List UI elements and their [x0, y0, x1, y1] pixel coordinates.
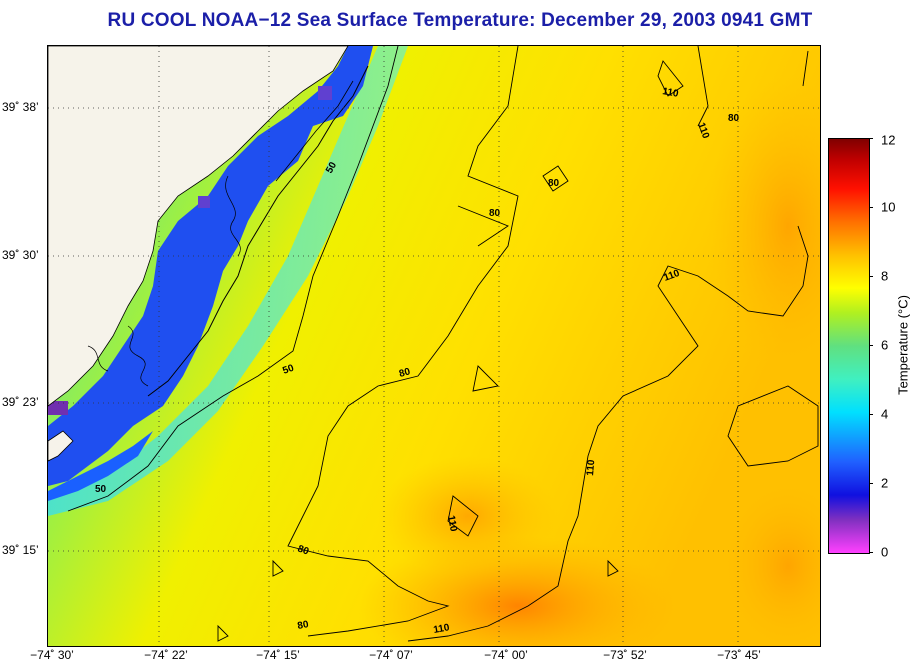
contour-label: 80: [297, 619, 310, 632]
contour-labels: 50 50 50 80 80 80 80 80 110 110 110 110 …: [95, 86, 740, 636]
contour-110-loop-east: [727, 385, 819, 467]
contour-small-loop: [217, 624, 229, 642]
colorbar-tick-label: 6: [881, 337, 889, 353]
colorbar-tick-mark: [869, 207, 873, 208]
warm-region-east: [708, 76, 820, 376]
contour-50: [67, 46, 399, 512]
contour-small-loop: [607, 559, 619, 577]
contour-label: 110: [445, 515, 459, 533]
colorbar-tick-mark: [869, 414, 873, 415]
warm-region-southeast: [718, 476, 820, 646]
bay-shoreline: [87, 345, 109, 372]
contour-label: 80: [489, 208, 501, 219]
land-fragment: [48, 430, 74, 462]
contours: [67, 46, 819, 642]
colorbar-tick-label: 2: [881, 475, 889, 491]
contour-label: 80: [296, 543, 311, 557]
barrier-island-line: [147, 65, 369, 397]
lon-label: −74˚ 15’: [256, 648, 300, 662]
barrier-island-inner: [275, 80, 354, 182]
lat-label: 39˚ 23’: [2, 395, 39, 409]
contour-110-loop: [657, 60, 684, 97]
lat-label: 39˚ 30’: [2, 248, 39, 262]
lon-label: −74˚ 22’: [144, 648, 188, 662]
colorbar-tick-label: 8: [881, 268, 889, 284]
contour-label: 80: [728, 113, 740, 124]
cold-water-nearshore: [48, 46, 373, 486]
lon-label: −73˚ 45’: [717, 648, 761, 662]
land-new-jersey: [48, 46, 349, 407]
sst-map-canvas: 50 50 50 80 80 80 80 80 110 110 110 110 …: [48, 46, 820, 646]
contour-label: 80: [398, 366, 412, 380]
bay-shoreline: [127, 325, 149, 387]
graticule: [48, 46, 820, 646]
colorbar-tick-label: 10: [881, 199, 896, 215]
bay-shoreline: [225, 175, 241, 257]
sst-map: 50 50 50 80 80 80 80 80 110 110 110 110 …: [47, 45, 821, 647]
contour-110-edge: [802, 50, 809, 87]
colorbar-tick-label: 4: [881, 406, 889, 422]
contour-label: 50: [324, 160, 339, 176]
contour-80-loop: [472, 365, 499, 392]
colorbar-tick-mark: [869, 138, 873, 139]
colorbar-tick-label: 12: [881, 132, 896, 148]
cold-pixel: [48, 401, 68, 415]
contour-label: 110: [585, 459, 597, 476]
cold-water-south: [48, 431, 153, 501]
contour-label: 50: [95, 484, 107, 495]
contour-80-small: [457, 205, 509, 247]
contour-label: 110: [695, 121, 711, 140]
colorbar-tick-mark: [869, 483, 873, 484]
colorbar-title: Temperature (°C): [895, 295, 911, 395]
cold-pixel: [198, 196, 210, 208]
contour-label: 50: [281, 363, 296, 377]
contour-small-loop: [272, 559, 284, 577]
contour-80: [287, 46, 519, 637]
temperature-colorbar: [828, 138, 870, 554]
cold-pixel: [318, 86, 332, 100]
lon-label: −74˚ 07’: [369, 648, 413, 662]
contour-label: 110: [661, 86, 679, 100]
lat-label: 39˚ 38’: [2, 100, 39, 114]
colorbar-tick-label: 0: [881, 544, 889, 560]
map-title: RU COOL NOAA−12 Sea Surface Temperature:…: [107, 10, 813, 31]
colorbar-tick-mark: [869, 276, 873, 277]
lon-label: −74˚ 00’: [484, 648, 528, 662]
contour-110-loop-small: [447, 495, 479, 537]
contour-label: 110: [662, 268, 681, 284]
colorbar-tick-mark: [869, 552, 873, 553]
contour-110-main: [407, 225, 809, 642]
warm-region-central: [378, 456, 558, 576]
colorbar-tick-mark: [869, 345, 873, 346]
coastal-cool-band: [48, 46, 408, 646]
contour-80-loop: [542, 165, 569, 192]
contour-label: 110: [433, 622, 451, 636]
lon-label: −73˚ 52’: [603, 648, 647, 662]
contour-110: [697, 46, 709, 127]
contour-label: 80: [548, 178, 560, 189]
lat-label: 39˚ 15’: [2, 543, 39, 557]
lon-label: −74˚ 30’: [30, 648, 74, 662]
